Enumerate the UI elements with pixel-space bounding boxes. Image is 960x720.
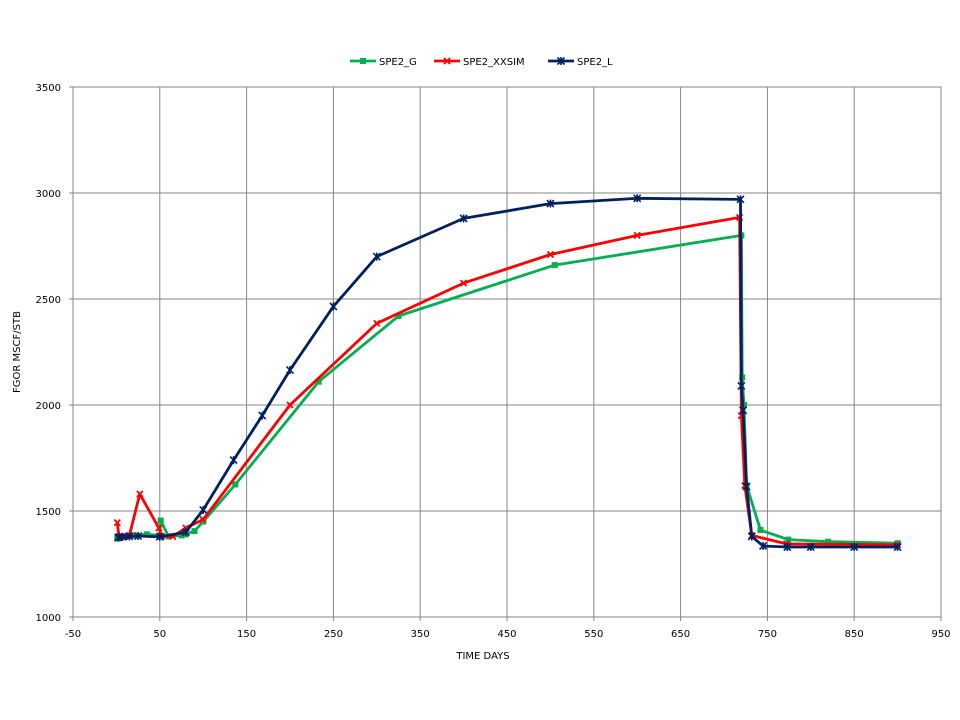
data-point-marker: [199, 515, 207, 524]
data-point-marker: [546, 250, 555, 259]
data-point-marker: [459, 214, 468, 223]
y-tick-label: 3500: [36, 83, 61, 94]
data-point-marker: [373, 319, 381, 328]
data-point-marker: [633, 194, 642, 203]
data-point-marker: [136, 490, 144, 498]
series-layer: [113, 194, 902, 552]
data-point-marker: [806, 542, 815, 552]
data-point-marker: [850, 542, 859, 552]
data-point-marker: [893, 542, 902, 552]
y-tick-label: 2000: [36, 401, 61, 412]
data-point-marker: [742, 482, 751, 491]
data-point-marker: [459, 279, 468, 287]
legend-entry: SPE2_G: [350, 57, 417, 68]
data-point-marker: [232, 481, 239, 488]
data-point-marker: [199, 505, 208, 515]
data-point-marker: [556, 56, 566, 66]
data-point-marker: [229, 456, 238, 465]
x-tick-label: 450: [497, 629, 516, 640]
x-tick-label: 850: [845, 629, 864, 640]
series-spe2-l: [114, 194, 902, 552]
data-point-marker: [737, 381, 746, 390]
data-point-marker: [113, 519, 121, 527]
data-point-marker: [155, 532, 164, 541]
data-point-marker: [143, 531, 150, 538]
series-line: [117, 196, 898, 549]
x-axis-title: TIME DAYS: [455, 651, 509, 662]
x-tick-label: 250: [324, 629, 343, 640]
x-tick-label: 950: [931, 629, 950, 640]
legend: SPE2_G SPE2_XXSIM SPE2_L: [350, 56, 613, 68]
data-point-marker: [785, 536, 792, 543]
data-point-marker: [286, 401, 294, 409]
data-point-marker: [825, 538, 832, 545]
data-point-marker: [178, 532, 185, 539]
data-point-marker: [200, 518, 207, 525]
x-tick-label: 350: [411, 629, 430, 640]
data-point-marker: [633, 231, 641, 240]
data-point-marker: [360, 58, 366, 64]
legend-entry: SPE2_L: [548, 56, 613, 68]
data-point-marker: [395, 312, 402, 319]
y-tick-label: 2500: [36, 295, 61, 306]
data-point-marker: [443, 57, 451, 65]
legend-entry: SPE2_XXSIM: [434, 57, 525, 68]
data-point-marker: [758, 541, 768, 551]
x-tick-label: 50: [153, 629, 166, 640]
data-point-marker: [739, 406, 748, 415]
y-tick-label: 1000: [36, 613, 61, 624]
data-point-marker: [155, 524, 163, 532]
legend-label: SPE2_XXSIM: [463, 57, 525, 68]
y-axis-title: FGOR MSCF/STB: [12, 311, 23, 393]
x-tick-label: 150: [237, 629, 256, 640]
legend-label: SPE2_G: [379, 57, 417, 68]
x-tick-label: 550: [584, 629, 603, 640]
x-tick-label: 750: [758, 629, 777, 640]
data-point-marker: [285, 365, 295, 375]
data-point-marker: [315, 378, 322, 385]
y-tick-label: 1500: [36, 507, 61, 518]
x-tick-label: -50: [65, 629, 81, 640]
plot-area-frame: [72, 86, 942, 618]
data-point-marker: [372, 252, 381, 261]
data-point-marker: [551, 262, 558, 269]
data-point-marker: [546, 199, 555, 208]
data-point-marker: [329, 302, 338, 311]
data-point-marker: [757, 527, 764, 534]
y-tick-label: 3000: [36, 189, 61, 200]
tick-labels: -50 50 150 250 350 450 550 650 750 850 950 1000 1500…: [36, 83, 951, 640]
data-point-marker: [258, 411, 267, 420]
data-point-marker: [736, 195, 745, 204]
data-point-marker: [157, 517, 164, 524]
data-point-marker: [134, 531, 143, 541]
legend-label: SPE2_L: [577, 57, 613, 68]
x-tick-label: 650: [671, 629, 690, 640]
data-point-marker: [783, 542, 792, 552]
data-point-marker: [747, 532, 756, 541]
data-point-marker: [191, 528, 198, 535]
data-point-marker: [181, 528, 190, 537]
data-point-marker: [118, 532, 127, 541]
data-point-marker: [125, 532, 134, 541]
